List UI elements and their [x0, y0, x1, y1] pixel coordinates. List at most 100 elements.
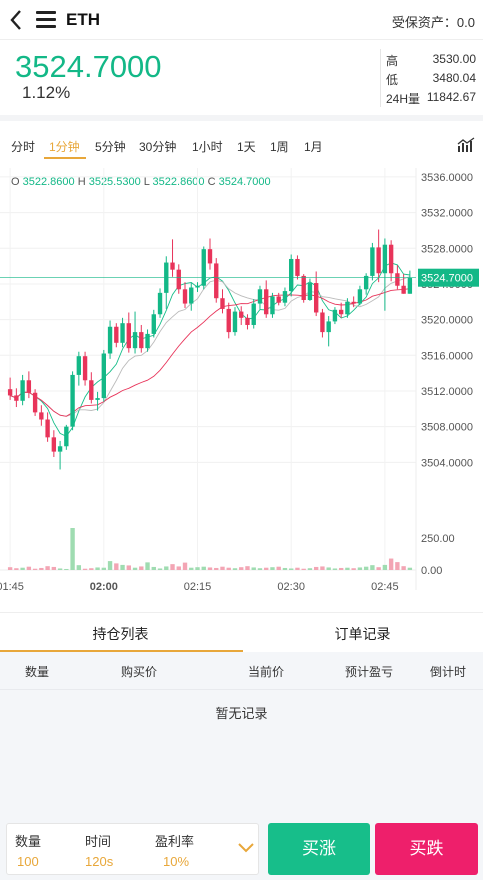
- volume-bar: [201, 566, 206, 570]
- volume-bar: [57, 568, 63, 570]
- volume-bar: [20, 567, 25, 570]
- current-price: 3524.7000: [15, 49, 162, 84]
- stat-label: 24H量: [386, 92, 421, 106]
- indicator-chart-icon[interactable]: [457, 137, 476, 153]
- volume-bar: [157, 568, 163, 570]
- volume-bar: [232, 568, 238, 570]
- tab-period-5min[interactable]: 5分钟: [95, 140, 126, 154]
- tab-period-1month[interactable]: 1月: [304, 140, 323, 154]
- position-tabs: 持仓列表 订单记录: [0, 612, 483, 652]
- high-value: 3525.5300: [88, 176, 141, 188]
- candlestick-chart[interactable]: 3536.00003532.00003528.00003524.00003520…: [0, 168, 483, 598]
- time-axis-label: 02:30: [277, 581, 305, 593]
- symbol-title: ETH: [66, 10, 100, 29]
- price-axis-label: 3504.0000: [421, 457, 473, 469]
- param-time: 时间 120s: [85, 831, 113, 869]
- tab-period-time-share[interactable]: 分时: [11, 140, 36, 154]
- back-arrow-icon[interactable]: [8, 8, 24, 32]
- candle-body: [257, 289, 263, 304]
- candle-body: [14, 395, 19, 401]
- candle-body: [395, 273, 400, 286]
- candle-body: [139, 332, 144, 349]
- candle-body: [20, 380, 25, 401]
- tab-period-1min[interactable]: 1分钟: [49, 140, 80, 154]
- volume-bar: [326, 567, 331, 570]
- volume-bar: [76, 565, 82, 570]
- col-quantity: 数量: [25, 665, 50, 679]
- candle-body: [176, 269, 181, 290]
- moving-average-line: [9, 276, 411, 417]
- candle-body: [95, 398, 100, 400]
- candle-body: [270, 296, 275, 315]
- candle-body: [320, 312, 325, 333]
- volume-bar: [7, 567, 13, 570]
- candle-body: [207, 249, 213, 264]
- volume-bar: [363, 566, 369, 570]
- candle-body: [370, 247, 375, 276]
- candle-body: [232, 311, 238, 333]
- candle-body: [51, 437, 57, 452]
- volume-bar: [320, 566, 325, 570]
- candle-body: [332, 309, 338, 322]
- volume-bar: [382, 564, 388, 570]
- volume-bar: [107, 561, 113, 570]
- volume-bar: [45, 566, 50, 570]
- tab-period-30min[interactable]: 30分钟: [139, 140, 177, 154]
- candle-body: [101, 353, 107, 399]
- param-value: 10%: [163, 854, 190, 869]
- tab-positions[interactable]: 持仓列表: [92, 626, 149, 642]
- volume-bar: [401, 566, 406, 570]
- candle-body: [64, 426, 69, 447]
- candle-body: [357, 289, 363, 304]
- col-countdown: 倒计时: [430, 665, 467, 679]
- tab-period-1day[interactable]: 1天: [237, 140, 256, 154]
- candle-body: [282, 291, 288, 303]
- tab-order-records[interactable]: 订单记录: [334, 626, 391, 642]
- price-summary: 3524.7000 1.12% 高 3530.00 低 3480.04 24H量 11…: [0, 41, 483, 121]
- hamburger-menu-icon[interactable]: [36, 11, 56, 29]
- candle-body: [32, 392, 38, 413]
- moving-average-line: [9, 262, 410, 437]
- volume-bar: [264, 567, 269, 570]
- tab-period-1hour[interactable]: 1小时: [192, 140, 223, 154]
- volume-bar: [214, 567, 219, 570]
- candle-body: [363, 275, 369, 290]
- open-label: O: [11, 176, 20, 188]
- volume-bar: [70, 528, 75, 570]
- volume-bar: [351, 568, 356, 570]
- volume-bar: [39, 567, 44, 570]
- volume-bar: [395, 562, 400, 570]
- order-params-selector[interactable]: 数量 100 时间 120s 盈利率 10%: [6, 823, 259, 875]
- candle-body: [313, 283, 319, 313]
- candle-body: [114, 326, 119, 343]
- volume-bar: [239, 567, 244, 570]
- last-price-tag: [418, 268, 479, 287]
- stat-value: 3480.04: [432, 71, 476, 85]
- candle-body: [145, 333, 150, 349]
- volume-bar: [101, 567, 107, 570]
- candle-body: [220, 298, 225, 309]
- stat-value: 11842.67: [426, 90, 476, 104]
- active-tab-underline: [0, 650, 243, 652]
- tab-period-1week[interactable]: 1周: [270, 140, 289, 154]
- period-tabs: 分时 1分钟 5分钟 30分钟 1小时 1天 1周 1月: [0, 127, 483, 163]
- candle-body: [307, 283, 313, 300]
- buy-up-button[interactable]: 买涨: [268, 823, 370, 875]
- volume-bar: [295, 567, 300, 570]
- candle-body: [7, 389, 13, 396]
- candle-body: [401, 285, 406, 294]
- last-price-label: 3524.7000: [421, 273, 473, 285]
- candle-body: [170, 262, 175, 270]
- volume-bar: [170, 564, 175, 570]
- buy-down-button[interactable]: 买跌: [375, 823, 478, 875]
- chevron-down-icon[interactable]: [237, 842, 255, 854]
- empty-state: 暂无记录: [215, 706, 268, 721]
- candle-body: [189, 287, 194, 304]
- candle-body: [126, 323, 131, 349]
- volume-bar: [95, 567, 100, 570]
- param-label: 盈利率: [155, 834, 195, 849]
- stats-panel: 高 3530.00 低 3480.04 24H量 11842.67: [386, 52, 476, 109]
- volume-bar: [207, 567, 213, 570]
- volume-bar: [64, 568, 69, 570]
- volume-bar: [345, 567, 350, 570]
